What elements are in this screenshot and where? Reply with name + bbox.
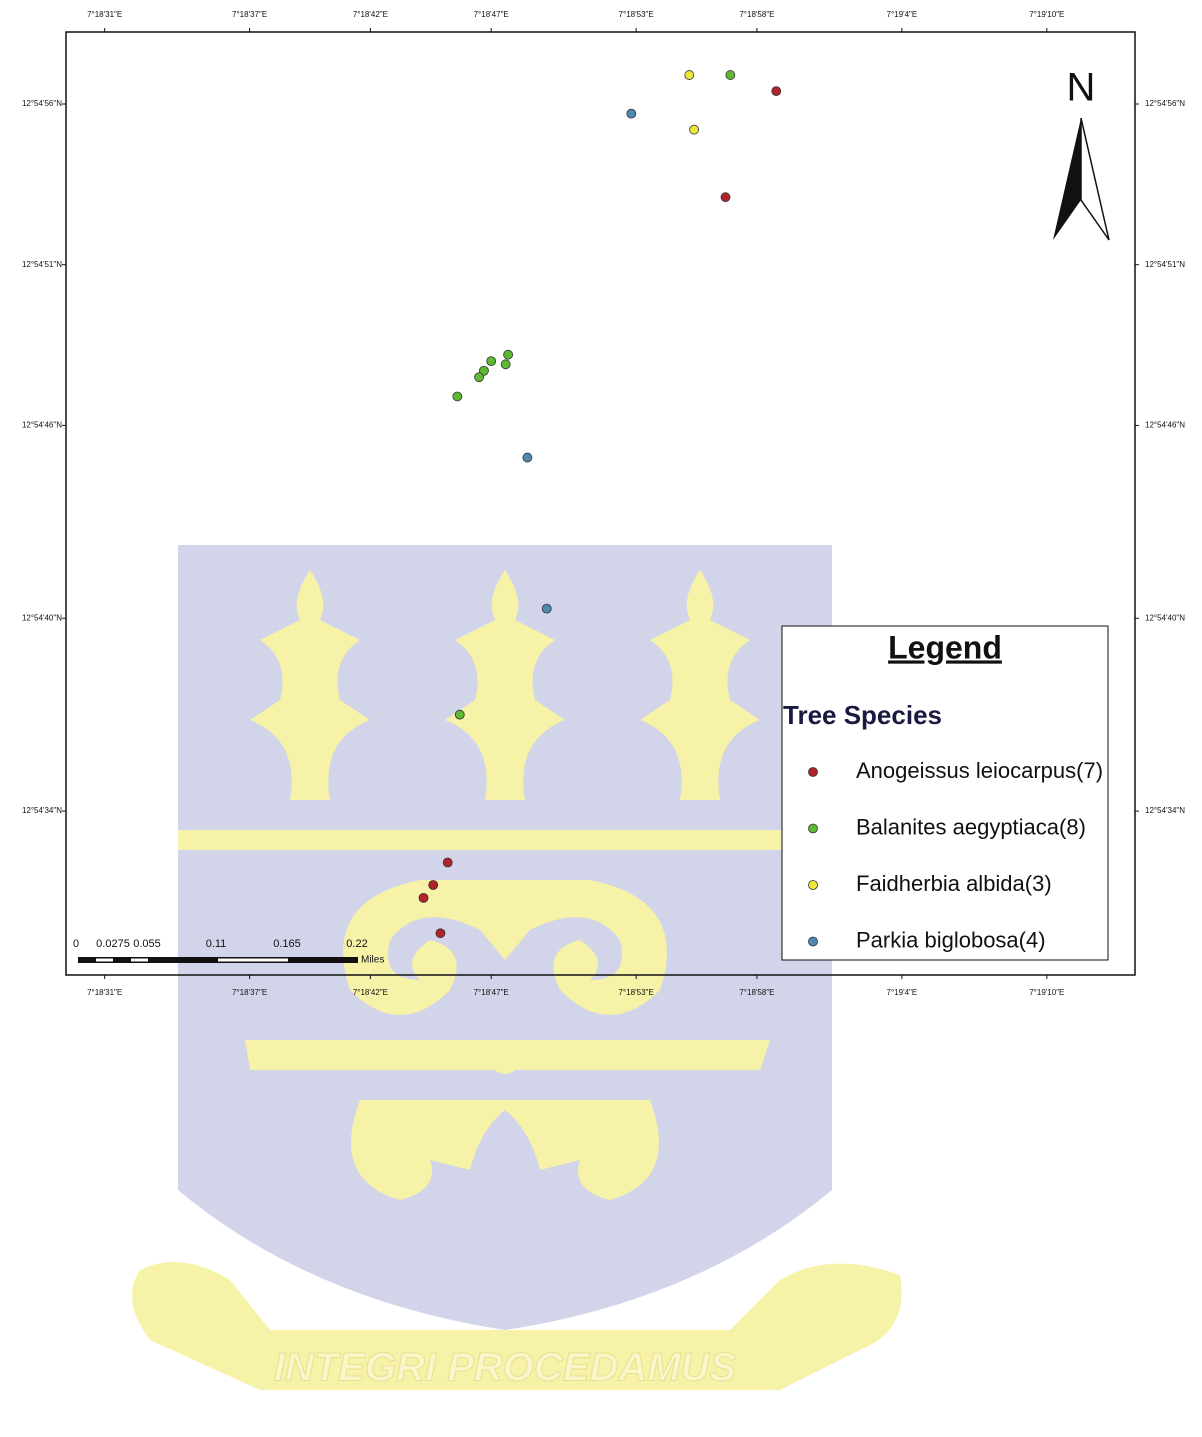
tree-point [500, 359, 511, 370]
legend-subtitle: Tree Species [783, 700, 942, 730]
scale-label: 0.055 [133, 938, 161, 950]
tree-point [454, 709, 465, 720]
x-tick-label: 7°18'53"E [619, 988, 654, 997]
y-tick-label: 12°54'51"N [22, 260, 62, 269]
map-frame [65, 31, 1136, 976]
tree-point [689, 124, 700, 135]
watermark-motto: INTEGRI PROCEDAMUS [274, 1346, 737, 1390]
tree-point [452, 391, 463, 402]
tree-point [418, 892, 429, 903]
x-tick-label: 7°18'31"E [87, 988, 122, 997]
tree-point [442, 857, 453, 868]
tree-point [435, 928, 446, 939]
legend-title: Legend [888, 629, 1002, 665]
scale-label: 0.165 [273, 938, 301, 950]
tree-point [503, 349, 513, 360]
watermark: INTEGRI PROCEDAMUS [132, 545, 902, 1390]
scale-label: 0.11 [206, 938, 227, 950]
tree-point [486, 356, 497, 367]
north-label: N [1067, 66, 1096, 110]
legend-swatch [808, 880, 818, 890]
tree-point [725, 70, 736, 80]
tree-point [684, 70, 695, 80]
x-tick-label: 7°18'47"E [474, 988, 509, 997]
x-tick-label: 7°18'31"E [87, 10, 122, 19]
y-tick-label: 12°54'34"N [22, 806, 62, 815]
x-tick-label: 7°18'47"E [474, 10, 509, 19]
legend-label: Faidherbia albida(3) [856, 871, 1052, 896]
tree-point [771, 86, 782, 97]
x-tick-label: 7°18'53"E [619, 10, 654, 19]
x-tick-label: 7°19'4"E [887, 988, 918, 997]
tree-point [522, 452, 533, 463]
legend-swatch [808, 767, 818, 777]
north-arrow: N [1053, 66, 1110, 241]
legend-box [781, 625, 1109, 961]
x-tick-label: 7°19'10"E [1029, 988, 1064, 997]
legend-label: Anogeissus leiocarpus(7) [856, 758, 1103, 783]
y-tick-label: 12°54'40"N [1145, 613, 1185, 622]
legend-swatch [808, 936, 818, 947]
scale-label: 0.22 [346, 938, 367, 950]
scale-label: 0.0275 [96, 938, 130, 950]
x-tick-label: 7°18'37"E [232, 988, 267, 997]
x-tick-label: 7°18'42"E [353, 10, 388, 19]
y-tick-label: 12°54'56"N [1145, 99, 1185, 108]
x-tick-label: 7°18'37"E [232, 10, 267, 19]
y-tick-label: 12°54'46"N [22, 421, 62, 430]
tree-point [626, 108, 637, 119]
tree-point [541, 603, 552, 614]
legend-label: Parkia biglobosa(4) [856, 927, 1046, 952]
tree-point [479, 365, 489, 376]
x-tick-label: 7°19'10"E [1029, 10, 1064, 19]
y-tick-label: 12°54'56"N [22, 99, 62, 108]
legend-swatch [808, 823, 818, 834]
scale-label: 0 [73, 938, 79, 950]
x-tick-label: 7°18'42"E [353, 988, 388, 997]
y-tick-label: 12°54'51"N [1145, 260, 1185, 269]
x-tick-label: 7°19'4"E [887, 10, 918, 19]
tree-point [428, 880, 439, 890]
scale-bar [78, 957, 358, 963]
x-tick-label: 7°18'58"E [739, 10, 774, 19]
legend-label: Balanites aegyptiaca(8) [856, 814, 1086, 839]
y-tick-label: 12°54'46"N [1145, 421, 1185, 430]
x-tick-label: 7°18'58"E [739, 988, 774, 997]
y-tick-label: 12°54'40"N [22, 613, 62, 622]
tree-point [474, 372, 485, 383]
scale-unit: Miles [361, 955, 384, 966]
tree-point [720, 192, 731, 203]
y-tick-label: 12°54'34"N [1145, 806, 1185, 815]
